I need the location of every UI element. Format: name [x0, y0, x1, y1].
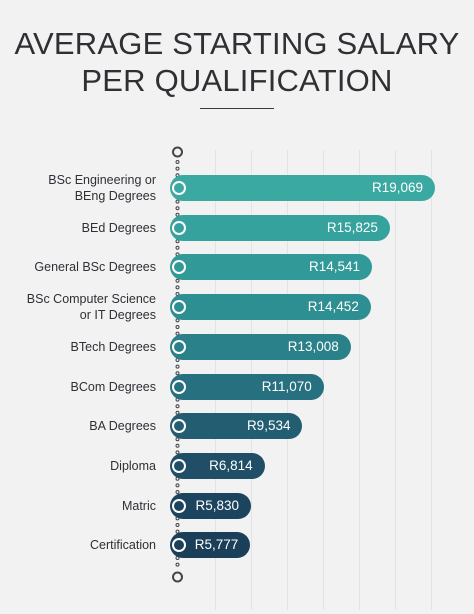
category-label-line: BSc Computer Science	[0, 291, 156, 307]
category-label-line: General BSc Degrees	[0, 259, 156, 275]
timeline-dot	[176, 286, 179, 289]
bar: R14,541	[170, 254, 372, 280]
bar: R14,452	[170, 294, 371, 320]
bar-value-label: R5,777	[195, 532, 239, 558]
timeline-dot	[176, 207, 179, 210]
timeline-dot	[176, 167, 179, 170]
category-label-line: Matric	[0, 498, 156, 514]
timeline-dot	[176, 161, 179, 164]
timeline-node	[172, 380, 186, 394]
category-label: BSc Engineering or BEng Degrees	[0, 172, 156, 204]
category-label: BSc Computer Science or IT Degrees	[0, 291, 156, 323]
bar: R19,069	[170, 175, 435, 201]
category-label-line: or IT Degrees	[0, 307, 156, 323]
bar-value-label: R5,830	[195, 493, 239, 519]
timeline-node	[172, 459, 186, 473]
category-label-line: BEng Degrees	[0, 188, 156, 204]
bar: R9,534	[170, 413, 302, 439]
category-label-line: BTech Degrees	[0, 339, 156, 355]
timeline-dot	[176, 484, 179, 487]
timeline-node	[172, 340, 186, 354]
timeline-node	[172, 499, 186, 513]
bar-value-label: R11,070	[262, 374, 312, 400]
category-label: Certification	[0, 537, 156, 553]
category-label-line: Certification	[0, 537, 156, 553]
timeline-node	[172, 181, 186, 195]
bar-value-label: R9,534	[247, 413, 291, 439]
category-label-line: BCom Degrees	[0, 379, 156, 395]
timeline-dot	[176, 326, 179, 329]
timeline-dot	[176, 200, 179, 203]
category-label: General BSc Degrees	[0, 259, 156, 275]
category-label: BTech Degrees	[0, 339, 156, 355]
bar-value-label: R14,541	[309, 254, 360, 280]
bar: R11,070	[170, 374, 324, 400]
timeline-start-node	[173, 148, 182, 157]
bar-value-label: R13,008	[288, 334, 339, 360]
timeline-node	[172, 221, 186, 235]
timeline-dot	[176, 246, 179, 249]
category-label: Matric	[0, 498, 156, 514]
category-label: BEd Degrees	[0, 220, 156, 236]
bar: R15,825	[170, 215, 390, 241]
timeline-dot	[176, 444, 179, 447]
category-label: BA Degrees	[0, 418, 156, 434]
timeline-dot	[176, 405, 179, 408]
category-label-line: BA Degrees	[0, 418, 156, 434]
category-label: BCom Degrees	[0, 379, 156, 395]
timeline-dot	[176, 563, 179, 566]
bar: R13,008	[170, 334, 351, 360]
bar-value-label: R19,069	[372, 175, 423, 201]
bar-value-label: R6,814	[209, 453, 253, 479]
timeline-dot	[176, 365, 179, 368]
category-label: Diploma	[0, 458, 156, 474]
category-label-line: Diploma	[0, 458, 156, 474]
timeline-node	[172, 300, 186, 314]
category-label-line: BEd Degrees	[0, 220, 156, 236]
timeline-end-node	[173, 573, 182, 582]
category-label-line: BSc Engineering or	[0, 172, 156, 188]
bar-value-label: R15,825	[327, 215, 378, 241]
bar-value-label: R14,452	[308, 294, 359, 320]
timeline-dot	[176, 279, 179, 282]
timeline-dot	[176, 524, 179, 527]
